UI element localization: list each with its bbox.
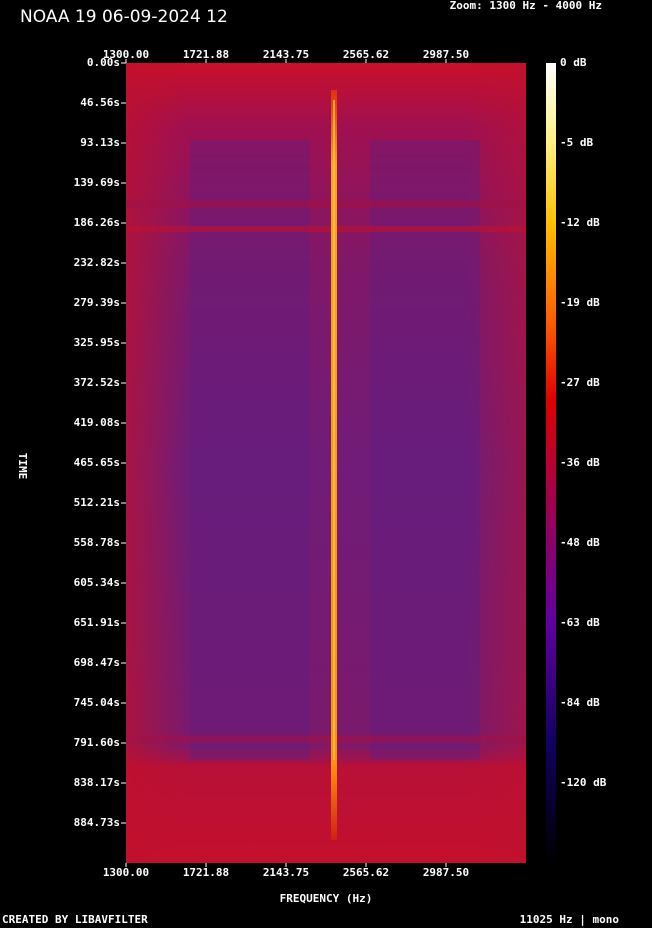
- colorbar-label: -5 dB: [560, 136, 593, 149]
- y-tick-label: 139.69s: [74, 176, 120, 189]
- spectrum-stripe: [126, 200, 526, 208]
- x-tick-label-top: 2987.50: [423, 48, 469, 61]
- y-tick-label: 791.60s: [74, 736, 120, 749]
- x-tick-label-bottom: 2565.62: [343, 866, 389, 879]
- colorbar-label: -84 dB: [560, 696, 600, 709]
- y-tick-label: 884.73s: [74, 816, 120, 829]
- x-tick-label-top: 2565.62: [343, 48, 389, 61]
- y-tick-label: 46.56s: [80, 96, 120, 109]
- y-axis-label: TIME: [16, 453, 29, 480]
- y-tick-label: 186.26s: [74, 216, 120, 229]
- title: NOAA 19 06-09-2024 12: [20, 7, 228, 27]
- colorbar-label: -63 dB: [560, 616, 600, 629]
- x-tick-label-bottom: 1721.88: [183, 866, 229, 879]
- y-tick-label: 279.39s: [74, 296, 120, 309]
- y-tick-label: 419.08s: [74, 416, 120, 429]
- y-tick-label: 372.52s: [74, 376, 120, 389]
- y-tick-label: 232.82s: [74, 256, 120, 269]
- spectrum-stripe: [126, 226, 526, 232]
- y-tick-label: 512.21s: [74, 496, 120, 509]
- colorbar-label: -36 dB: [560, 456, 600, 469]
- colorbar-label: -120 dB: [560, 776, 607, 789]
- x-tick-label-top: 2143.75: [263, 48, 309, 61]
- x-tick-label-bottom: 1300.00: [103, 866, 149, 879]
- y-tick-label: 605.34s: [74, 576, 120, 589]
- colorbar-label: -19 dB: [560, 296, 600, 309]
- colorbar-label: 0 dB: [560, 56, 587, 69]
- zoom-info: Zoom: 1300 Hz - 4000 Hz: [450, 0, 602, 12]
- spectrum-stripe: [126, 763, 526, 863]
- colorbar-label: -48 dB: [560, 536, 600, 549]
- y-tick-label: 558.78s: [74, 536, 120, 549]
- spectrum-band: [370, 140, 480, 760]
- y-tick-label: 93.13s: [80, 136, 120, 149]
- spectrum-band: [190, 140, 310, 760]
- y-tick-label: 651.91s: [74, 616, 120, 629]
- y-tick-label: 838.17s: [74, 776, 120, 789]
- x-tick-label-top: 1300.00: [103, 48, 149, 61]
- footer-right: 11025 Hz | mono: [520, 913, 620, 926]
- colorbar-label: -27 dB: [560, 376, 600, 389]
- x-axis-label: FREQUENCY (Hz): [280, 892, 373, 905]
- y-tick-label: 0.00s: [87, 56, 120, 69]
- footer-left: CREATED BY LIBAVFILTER: [2, 913, 148, 926]
- x-tick-label-bottom: 2143.75: [263, 866, 309, 879]
- x-tick-label-bottom: 2987.50: [423, 866, 469, 879]
- spectrum-stripe: [126, 735, 526, 743]
- y-tick-label: 325.95s: [74, 336, 120, 349]
- colorbar-label: -12 dB: [560, 216, 600, 229]
- y-tick-label: 465.65s: [74, 456, 120, 469]
- colorbar: [546, 63, 556, 863]
- x-tick-label-top: 1721.88: [183, 48, 229, 61]
- y-tick-label: 745.04s: [74, 696, 120, 709]
- spectrogram: [126, 63, 526, 863]
- y-tick-label: 698.47s: [74, 656, 120, 669]
- carrier-core: [333, 100, 335, 760]
- spectrum-edges: [126, 63, 526, 863]
